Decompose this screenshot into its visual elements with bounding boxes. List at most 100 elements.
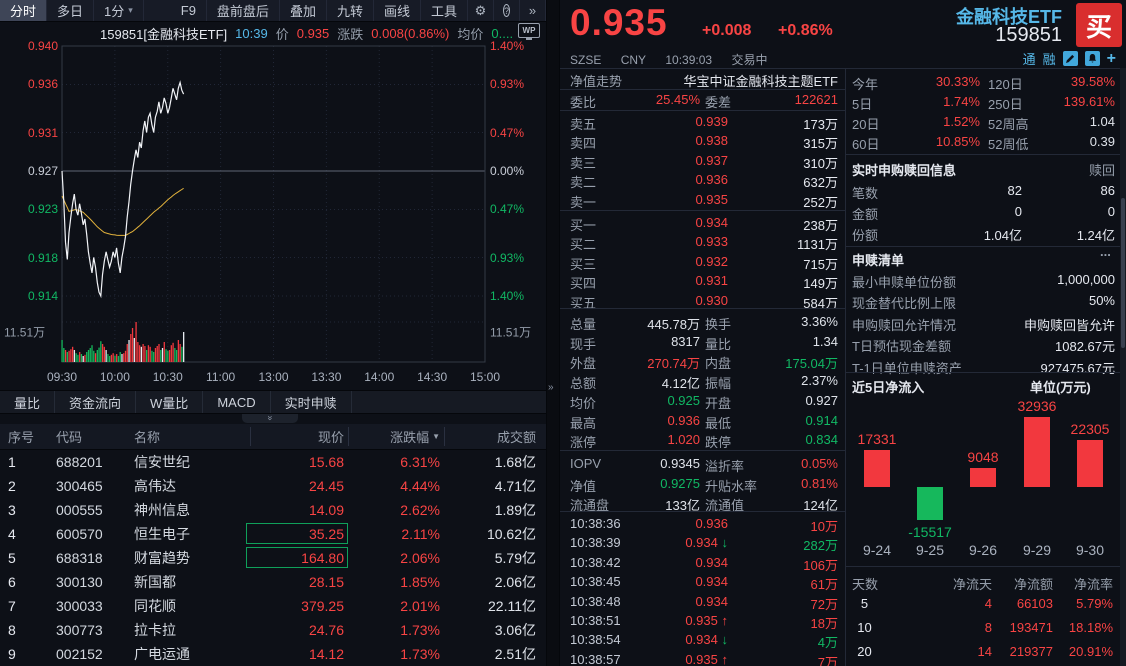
- netflow-date: 9-30: [1075, 542, 1105, 558]
- redemption-row-4: T-1日单位申赎资产 927475.67元: [852, 360, 1115, 376]
- stat-row-总额: 总额 4.12亿 振幅 2.37%: [570, 373, 838, 392]
- panel-divider[interactable]: »: [546, 0, 560, 666]
- wp-window-icon[interactable]: WP: [518, 23, 540, 40]
- cell-no: 9: [8, 646, 16, 662]
- market-status: 交易中: [731, 53, 768, 67]
- ask-row-卖四[interactable]: 卖四 0.938 315万: [570, 133, 838, 152]
- table-row[interactable]: 4 600570 恒生电子 35.25 2.11% 10.62亿: [0, 522, 546, 546]
- time-axis-label: 13:00: [258, 370, 289, 384]
- menu-item-F9[interactable]: F9: [171, 0, 207, 21]
- cell-name: 广电运通: [134, 646, 190, 662]
- quote-panel: 0.935 +0.008 +0.86% 金融科技ETF 159851 买 SZS…: [560, 0, 1126, 666]
- y-axis-label: 0.940: [27, 39, 58, 53]
- expand-panel-icon[interactable]: »: [548, 382, 554, 393]
- ask-row-卖二[interactable]: 卖二 0.936 632万: [570, 172, 838, 191]
- avg-label: 均价: [457, 26, 484, 42]
- cell-price: 24.45: [308, 478, 344, 494]
- table-row[interactable]: 8 300773 拉卡拉 24.76 1.73% 3.06亿: [0, 618, 546, 642]
- minute-chart[interactable]: 0.940 0.936 0.931 0.927 0.923 0.918 0.914 1.40%…: [0, 39, 546, 386]
- pct-axis-label: 0.47%: [490, 202, 525, 217]
- view-tab-分时[interactable]: 分时: [0, 0, 48, 21]
- col-header-price[interactable]: 现价: [317, 430, 344, 445]
- bid-row-买五[interactable]: 买五 0.930 584万: [570, 292, 838, 311]
- cell-change: 4.44%: [400, 478, 440, 494]
- bid-row-买三[interactable]: 买三 0.932 715万: [570, 253, 838, 272]
- scrollbar[interactable]: [1120, 68, 1126, 666]
- subscription-row-笔数: 笔数 82 86: [852, 183, 1115, 201]
- change-label: 涨跌: [337, 26, 364, 42]
- add-icon[interactable]: +: [1106, 49, 1116, 67]
- flowtable-row: 5 4 66103 5.79%: [860, 596, 1113, 611]
- table-row[interactable]: 5 688318 财富趋势 164.80 2.06% 5.79亿: [0, 546, 546, 570]
- up-arrow-icon: ↑: [717, 613, 728, 628]
- chart-panel: 分时 多日 1分 ▾ F9 盘前盘后 叠加 九转 画线 工具 ⚙?» 159851[金融科技ETF]…: [0, 0, 546, 666]
- y-axis-label: 0.914: [27, 289, 58, 303]
- netflow-value: -15517: [908, 523, 952, 540]
- table-row[interactable]: 3 000555 神州信息 14.09 2.62% 1.89亿: [0, 498, 546, 522]
- netflow-bar: [917, 487, 943, 520]
- view-tab-1分[interactable]: 1分 ▾: [94, 0, 144, 21]
- tab-实时申赎[interactable]: 实时申赎: [271, 391, 352, 413]
- cell-name: 财富趋势: [134, 550, 190, 566]
- table-row[interactable]: 7 300033 同花顺 379.25 2.01% 22.11亿: [0, 594, 546, 618]
- pct-axis-label: 1.40%: [490, 39, 525, 53]
- volume-axis-label: 11.51万: [490, 325, 532, 340]
- cell-price: 164.80: [301, 550, 344, 566]
- gear-icon[interactable]: ⚙: [468, 0, 494, 21]
- col-header-code: 代码: [56, 430, 83, 445]
- menu-item-叠加[interactable]: 叠加: [280, 0, 327, 21]
- table-row[interactable]: 1 688201 信安世纪 15.68 6.31% 1.68亿: [0, 450, 546, 474]
- menu-item-工具[interactable]: 工具: [421, 0, 468, 21]
- ask-row-卖五[interactable]: 卖五 0.939 173万: [570, 114, 838, 132]
- edit-icon[interactable]: [1062, 51, 1078, 66]
- tab-量比[interactable]: 量比: [0, 391, 56, 413]
- table-row[interactable]: 6 300130 新国都 28.15 1.85% 2.06亿: [0, 570, 546, 594]
- help-icon[interactable]: ?: [494, 0, 520, 21]
- more-icon[interactable]: ...: [1100, 244, 1111, 259]
- col-header-change[interactable]: 涨跌幅 ▼: [390, 430, 440, 445]
- nav-value-row: 净值走势 华宝中证金融科技主题ETF: [570, 74, 838, 89]
- col-header-amount[interactable]: 成交额: [496, 430, 536, 445]
- perf-row-5日: 5日 1.74% 250日 139.61%: [852, 94, 1115, 112]
- tick-row: 10:38:36 0.936 10万: [570, 516, 838, 534]
- volume-axis-label: 11.51万: [4, 325, 46, 340]
- chart-toolbar: 分时 多日 1分 ▾ F9 盘前盘后 叠加 九转 画线 工具 ⚙?»: [0, 0, 546, 22]
- bid-row-买一[interactable]: 买一 0.934 238万: [570, 215, 838, 233]
- menu-item-画线[interactable]: 画线: [374, 0, 421, 21]
- stat-row-现手: 现手 8317 量比 1.34: [570, 333, 838, 352]
- time-axis-label: 10:30: [152, 370, 183, 384]
- cell-price: 379.25: [301, 598, 344, 614]
- collapse-handle[interactable]: »: [242, 414, 298, 423]
- bid-row-买四[interactable]: 买四 0.931 149万: [570, 273, 838, 292]
- bid-row-买二[interactable]: 买二 0.933 1131万: [570, 234, 838, 253]
- table-row[interactable]: 2 300465 高伟达 24.45 4.44% 4.71亿: [0, 474, 546, 498]
- view-tab-多日[interactable]: 多日: [47, 0, 95, 21]
- table-row[interactable]: 9 002152 广电运通 14.12 1.73% 2.51亿: [0, 642, 546, 666]
- ask-row-卖三[interactable]: 卖三 0.937 310万: [570, 152, 838, 171]
- time-axis-label: 14:00: [364, 370, 395, 384]
- tab-资金流向[interactable]: 资金流向: [55, 391, 137, 413]
- netflow-bar: [970, 467, 996, 487]
- more-icon[interactable]: »: [520, 0, 546, 21]
- buy-button[interactable]: 买: [1076, 3, 1122, 47]
- pct-axis-label: 1.40%: [490, 289, 525, 303]
- tab-MACD[interactable]: MACD: [203, 391, 271, 413]
- pct-axis-label: 0.00%: [490, 164, 525, 178]
- flowtable-header: 天数 净流天 净流额 净流率: [852, 577, 1113, 592]
- chart-time: 10:39: [235, 25, 268, 41]
- ask-row-卖一[interactable]: 卖一 0.935 252万: [570, 191, 838, 210]
- cell-code: 600570: [56, 526, 103, 542]
- stat-row-涨停: 涨停 1.020 跌停 0.834: [570, 432, 838, 451]
- cell-amount: 2.51亿: [494, 646, 536, 662]
- cell-amount: 1.68亿: [494, 454, 536, 470]
- menu-item-盘前盘后[interactable]: 盘前盘后: [207, 0, 280, 21]
- pct-axis-label: 0.93%: [490, 250, 525, 265]
- menu-item-九转[interactable]: 九转: [327, 0, 374, 21]
- scrollbar-thumb[interactable]: [1121, 198, 1125, 348]
- bell-icon[interactable]: [1084, 51, 1100, 66]
- cell-code: 000555: [56, 502, 103, 518]
- time-axis-label: 09:30: [46, 370, 78, 384]
- netflow-bar: [1024, 417, 1050, 487]
- tab-W量比[interactable]: W量比: [136, 391, 204, 413]
